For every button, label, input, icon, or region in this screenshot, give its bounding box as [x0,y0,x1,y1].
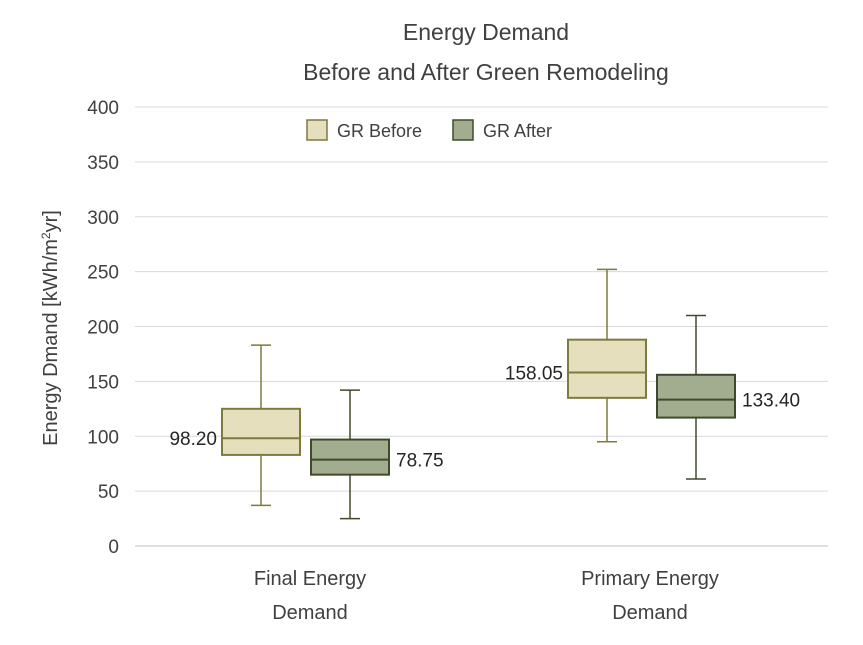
y-axis-label-end: yr] [40,210,62,232]
data-label-gr-after-1: 133.40 [742,391,800,412]
chart-subtitle: Before and After Green Remodeling [303,59,669,85]
box-gr-after-0: 78.75 [310,389,444,520]
chart-title: Energy Demand [403,19,569,45]
box-plots: 98.20 158.05 78.75 133.40 [169,268,800,520]
category-label-final-line2: Demand [272,602,348,624]
data-label-gr-after-0: 78.75 [396,451,444,472]
legend-label-gr-after: GR After [483,121,552,141]
data-label-gr-before-1: 158.05 [505,364,563,385]
y-tick-label-300: 300 [87,208,119,229]
y-tick-label-400: 400 [87,98,119,119]
legend: GR Before GR After [306,119,552,141]
box-rect-gr-after-1 [656,373,736,419]
data-label-gr-before-0: 98.20 [169,429,217,450]
y-axis-label-main: Energy Dmand [kWh/m [40,239,62,446]
box-gr-before-1: 158.05 [505,268,647,443]
gridlines [135,106,828,547]
category-label-primary-line2: Demand [612,602,688,624]
box-rect-gr-before-1 [567,338,647,399]
y-axis-label: Energy Dmand [kWh/m2yr] [39,210,62,446]
box-gr-after-1: 133.40 [656,314,800,480]
y-tick-labels: 0 50 100 150 200 250 300 350 400 [87,98,119,558]
box-rect-gr-after-0 [310,438,390,476]
category-label-final-line1: Final Energy [254,568,366,590]
y-tick-label-200: 200 [87,318,119,339]
y-tick-label-150: 150 [87,372,119,393]
y-tick-label-250: 250 [87,263,119,284]
y-tick-label-50: 50 [98,482,119,503]
legend-swatch-gr-after [452,119,474,141]
box-gr-before-0: 98.20 [169,344,301,507]
y-axis-label-superscript: 2 [39,232,53,239]
box-rect-gr-before-0 [221,407,301,456]
legend-label-gr-before: GR Before [337,121,422,141]
category-label-primary-line1: Primary Energy [581,568,719,590]
y-tick-label-350: 350 [87,153,119,174]
y-tick-label-0: 0 [108,537,119,558]
y-tick-label-100: 100 [87,427,119,448]
legend-swatch-gr-before [306,119,328,141]
